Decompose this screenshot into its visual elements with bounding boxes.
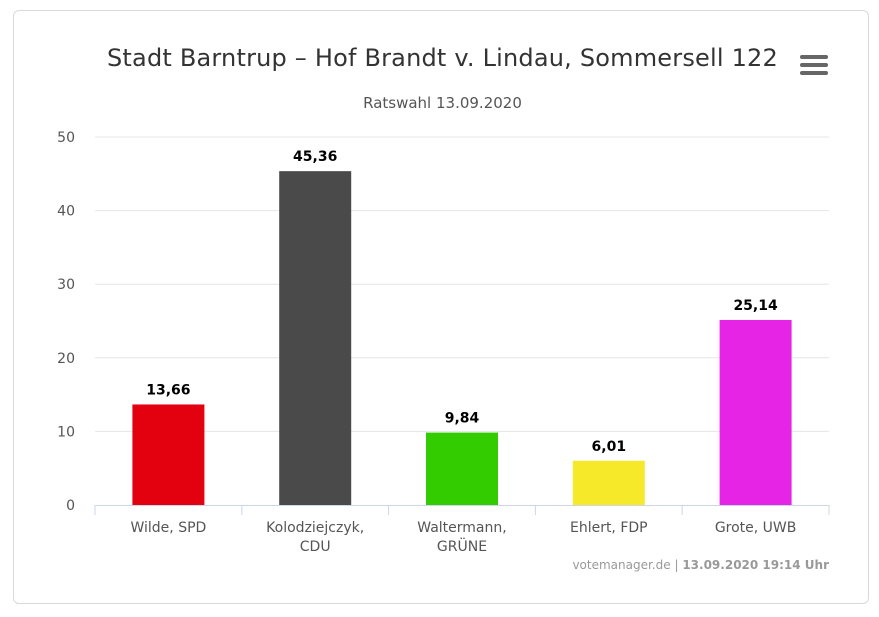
- x-tick-label: Ehlert, FDP: [570, 520, 648, 536]
- bar: [132, 404, 205, 505]
- bar: [572, 460, 645, 505]
- data-label: 6,01: [592, 439, 627, 455]
- credits-separator: |: [674, 558, 679, 572]
- y-tick-label: 0: [66, 498, 75, 514]
- data-label: 13,66: [146, 382, 190, 398]
- data-label: 9,84: [445, 411, 480, 427]
- x-tick-label: Wilde, SPD: [130, 520, 206, 536]
- y-tick-label: 30: [57, 277, 75, 293]
- x-tick-label: GRÜNE: [437, 537, 487, 555]
- hamburger-menu-icon[interactable]: [800, 55, 828, 77]
- chart-subtitle: Ratswahl 13.09.2020: [363, 94, 522, 112]
- credits-site[interactable]: votemanager.de: [572, 558, 671, 572]
- x-tick-label: Waltermann,: [417, 520, 506, 536]
- y-tick-label: 50: [57, 130, 75, 146]
- bar: [719, 319, 792, 505]
- y-tick-label: 40: [57, 204, 75, 220]
- bar: [426, 432, 498, 505]
- credits-timestamp: 13.09.2020 19:14 Uhr: [682, 558, 829, 572]
- y-tick-label: 20: [57, 351, 75, 367]
- chart-title: Stadt Barntrup – Hof Brandt v. Lindau, S…: [107, 44, 778, 72]
- x-tick-label: CDU: [300, 539, 331, 555]
- x-tick-label: Kolodziejczyk,: [266, 520, 364, 536]
- x-tick-label: Grote, UWB: [715, 520, 797, 536]
- data-label: 45,36: [293, 149, 337, 165]
- credits[interactable]: votemanager.de | 13.09.2020 19:14 Uhr: [572, 558, 829, 572]
- y-tick-label: 10: [57, 424, 75, 440]
- bar: [279, 171, 352, 506]
- data-label: 25,14: [733, 298, 778, 314]
